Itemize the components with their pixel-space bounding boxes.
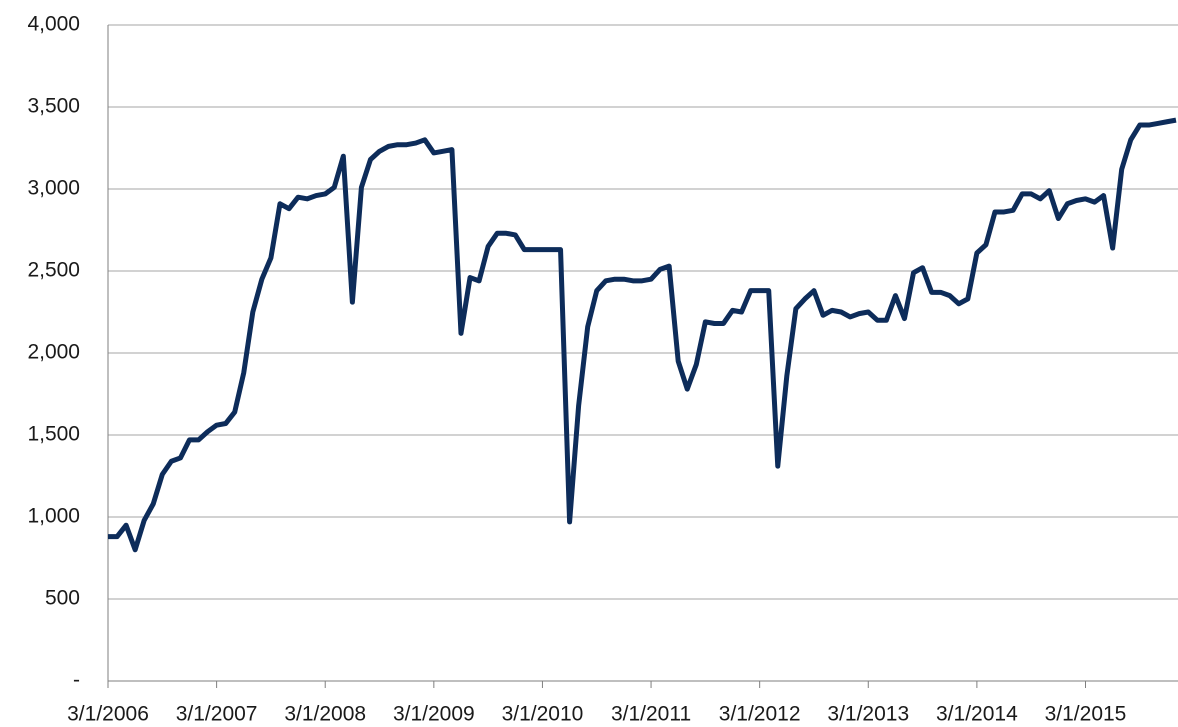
x-tick-label: 3/1/2011 <box>611 703 691 726</box>
x-tick-label: 3/1/2014 <box>936 703 1018 726</box>
y-tick-label: 4,000 <box>27 13 80 36</box>
y-tick-label: - <box>73 669 80 692</box>
y-tick-label: 1,500 <box>27 423 80 446</box>
y-tick-label: 3,000 <box>27 177 80 200</box>
y-tick-label: 1,000 <box>27 505 80 528</box>
y-tick-label: 2,500 <box>27 259 80 282</box>
x-tick-label: 3/1/2006 <box>67 703 149 726</box>
x-tick-label: 3/1/2012 <box>719 703 801 726</box>
x-tick-label: 3/1/2009 <box>393 703 475 726</box>
x-tick-label: 3/1/2008 <box>284 703 366 726</box>
line <box>108 117 1177 553</box>
y-tick-label: 2,000 <box>27 341 80 364</box>
x-tick-label: 3/1/2015 <box>1045 703 1127 726</box>
x-tick-label: 3/1/2010 <box>502 703 584 726</box>
x-tick-label: 3/1/2013 <box>827 703 909 726</box>
y-tick-label: 500 <box>45 587 80 610</box>
y-tick-label: 3,500 <box>27 95 80 118</box>
x-tick-label: 3/1/2007 <box>176 703 258 726</box>
